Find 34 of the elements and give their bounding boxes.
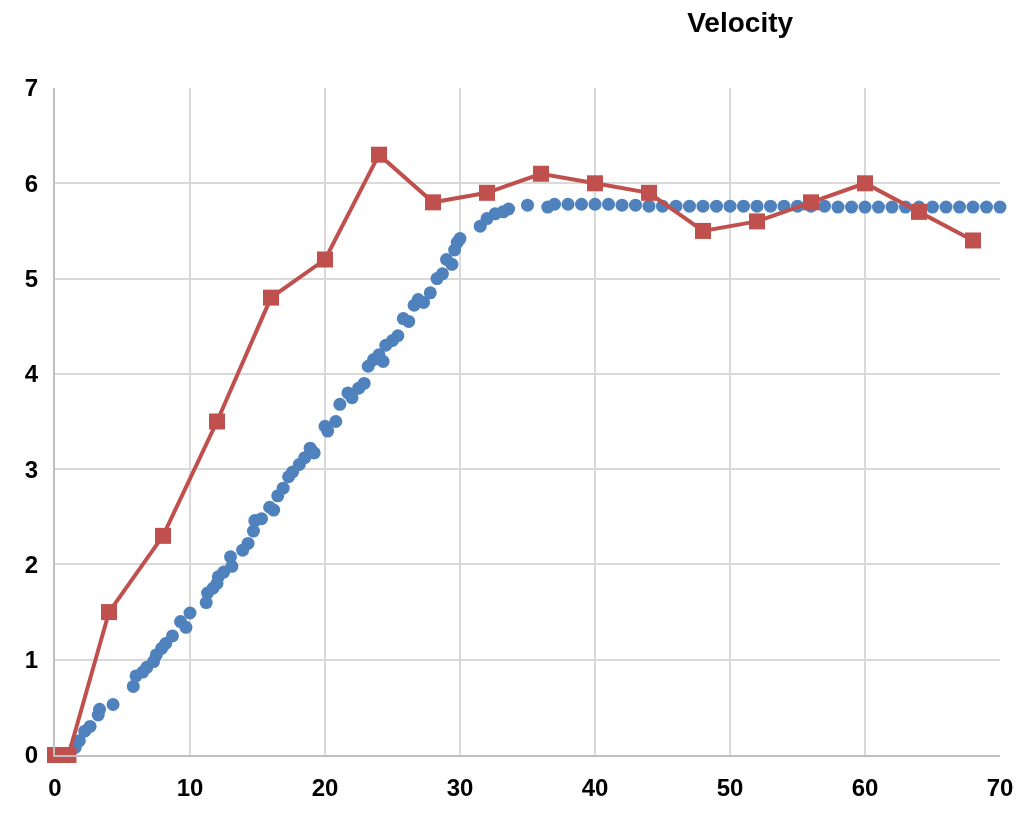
point [911, 203, 927, 220]
y-tick-label: 6 [24, 169, 39, 197]
x-tick-label: 30 [446, 773, 474, 801]
point [263, 289, 279, 306]
chart-title: Velocity [687, 6, 794, 38]
point [425, 194, 441, 211]
y-tick-label: 1 [24, 646, 39, 674]
point [371, 146, 387, 163]
point [533, 165, 549, 182]
y-tick-label: 3 [24, 455, 39, 483]
point [587, 175, 603, 192]
y-tick-label: 5 [24, 264, 39, 292]
point [479, 184, 495, 201]
x-tick-label: 70 [986, 773, 1014, 801]
y-tick-label: 4 [24, 360, 39, 388]
x-tick-label: 20 [311, 773, 339, 801]
y-tick-label: 7 [24, 74, 39, 102]
y-tick-label: 2 [24, 550, 39, 578]
point [317, 251, 333, 268]
x-tick-label: 50 [716, 773, 744, 801]
point [749, 213, 765, 230]
y-tick-label: 0 [24, 741, 39, 769]
point [209, 413, 225, 430]
x-tick-label: 0 [48, 773, 62, 801]
point [857, 175, 873, 192]
point [695, 222, 711, 239]
point [101, 604, 117, 621]
point [641, 184, 657, 201]
point [965, 232, 981, 249]
x-tick-label: 10 [176, 773, 204, 801]
x-tick-label: 60 [851, 773, 879, 801]
point [155, 527, 171, 544]
point [803, 194, 819, 211]
x-tick-label: 40 [581, 773, 609, 801]
